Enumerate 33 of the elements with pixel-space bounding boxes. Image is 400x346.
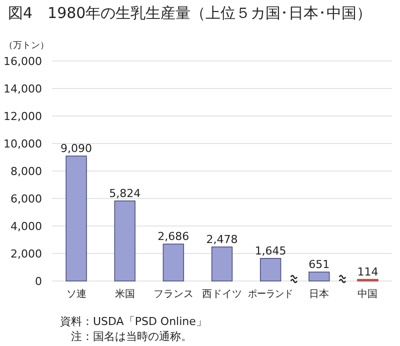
data-label: 2,686: [158, 230, 190, 244]
y-tick-label: 16,000: [4, 55, 42, 68]
data-label: 9,090: [60, 142, 92, 156]
x-tick-label: ソ連: [66, 288, 86, 300]
data-label: 5,824: [109, 186, 141, 200]
y-tick-label: 4,000: [10, 220, 42, 233]
data-label: 651: [308, 258, 330, 272]
y-axis-title: （万トン）: [4, 41, 49, 51]
y-tick-label: 14,000: [4, 82, 42, 96]
y-tick-label: 2,000: [10, 248, 42, 260]
y-tick-label: 10,000: [4, 138, 42, 150]
x-tick-label: フランス: [153, 289, 194, 300]
data-label: 2,478: [206, 232, 238, 246]
x-tick-label: ポーランド: [248, 289, 298, 300]
bar: [308, 272, 330, 282]
y-tick-label: 8,000: [10, 165, 42, 178]
data-label: 114: [357, 265, 378, 278]
y-tick-label: 12,000: [4, 110, 42, 123]
text: 注：国名は当時の通称。: [60, 330, 192, 343]
bar: [66, 156, 87, 282]
bar: [162, 244, 184, 282]
y-tick-label: 0: [35, 275, 42, 288]
y-tick-label: 6,000: [10, 192, 42, 206]
x-tick-label: 西ドイツ: [202, 289, 242, 300]
x-tick-label: 日本: [309, 288, 330, 300]
bar: [114, 200, 136, 282]
bar: [260, 258, 282, 282]
chart-title: 図4 1980年の生乳生産量（上位５カ国･日本･中国）: [8, 4, 372, 22]
bar: [211, 246, 233, 282]
data-label: 1,645: [254, 244, 286, 258]
x-tick-label: 米国: [114, 288, 135, 300]
x-tick-label: 中国: [358, 288, 378, 300]
text: 資料：USDA「PSD Online」: [60, 315, 207, 328]
